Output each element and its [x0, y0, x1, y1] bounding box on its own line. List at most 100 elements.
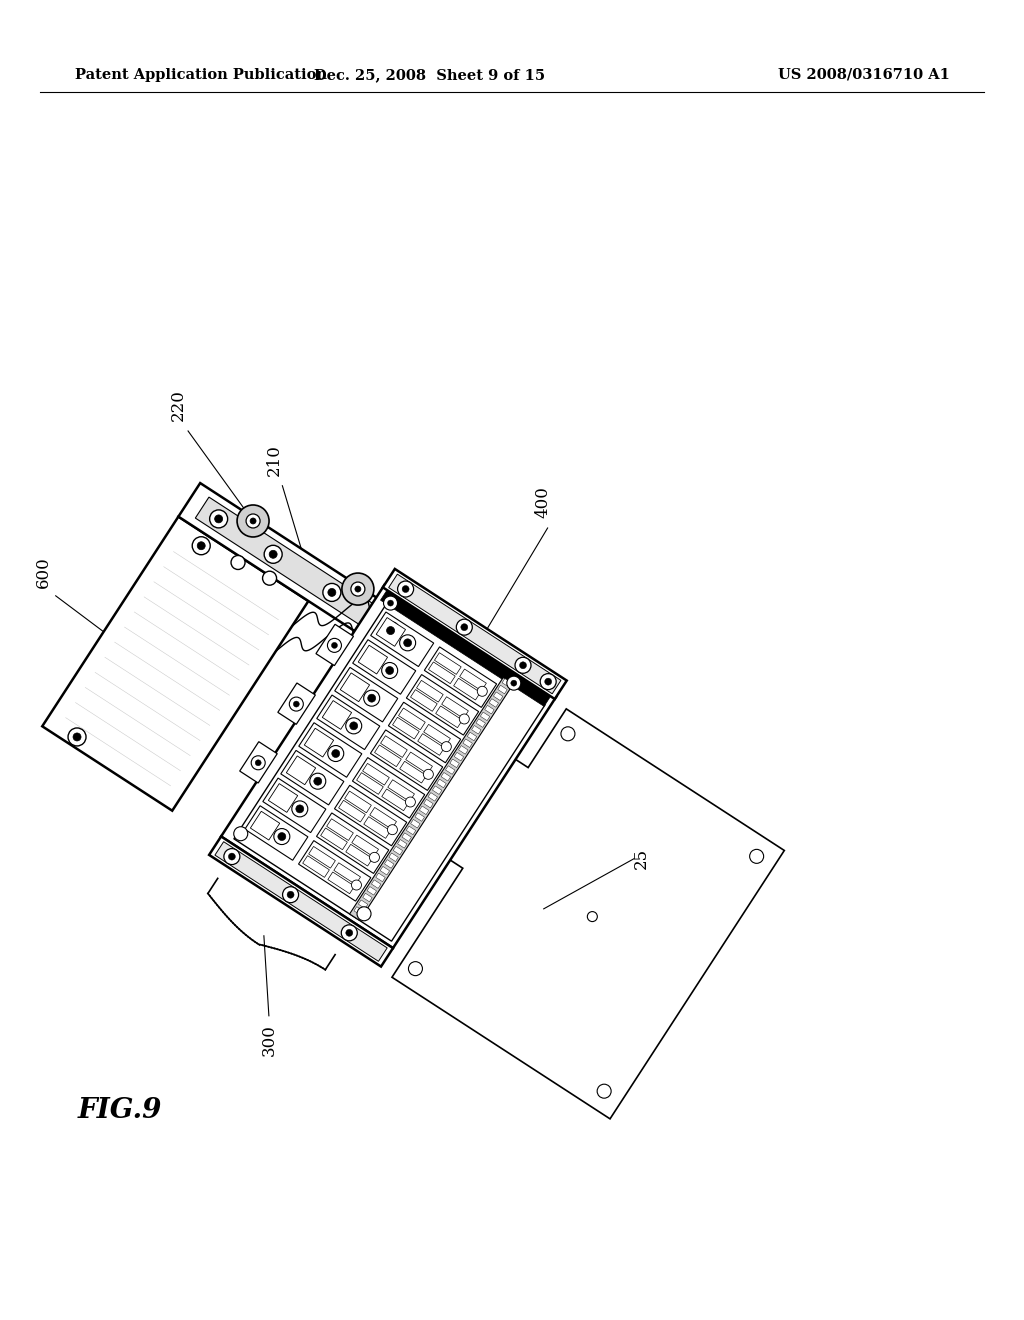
Circle shape: [382, 622, 399, 640]
Polygon shape: [494, 692, 503, 701]
Polygon shape: [221, 585, 556, 948]
Circle shape: [283, 887, 299, 903]
Circle shape: [290, 697, 303, 711]
Polygon shape: [354, 907, 364, 915]
Circle shape: [457, 619, 472, 635]
Circle shape: [386, 667, 393, 675]
Polygon shape: [376, 618, 406, 647]
Circle shape: [350, 722, 357, 730]
Text: 400: 400: [535, 486, 551, 517]
Polygon shape: [411, 820, 420, 828]
Polygon shape: [304, 729, 334, 756]
Text: Patent Application Publication: Patent Application Publication: [75, 69, 327, 82]
Polygon shape: [459, 746, 468, 754]
Polygon shape: [420, 807, 429, 814]
Polygon shape: [460, 669, 486, 690]
Polygon shape: [428, 792, 437, 801]
Polygon shape: [407, 826, 416, 834]
Polygon shape: [484, 705, 495, 714]
Polygon shape: [316, 696, 380, 750]
Circle shape: [441, 742, 452, 751]
Polygon shape: [352, 640, 416, 694]
Polygon shape: [389, 574, 561, 694]
Polygon shape: [278, 682, 315, 725]
Polygon shape: [415, 813, 424, 821]
Polygon shape: [209, 837, 393, 966]
Polygon shape: [345, 791, 372, 813]
Circle shape: [250, 517, 256, 524]
Polygon shape: [287, 756, 315, 784]
Polygon shape: [424, 800, 433, 808]
Polygon shape: [334, 863, 360, 884]
Circle shape: [228, 853, 236, 861]
Polygon shape: [335, 785, 407, 846]
Circle shape: [515, 657, 531, 673]
Polygon shape: [450, 759, 460, 768]
Polygon shape: [327, 818, 353, 841]
Polygon shape: [362, 763, 389, 785]
Polygon shape: [352, 836, 379, 857]
Circle shape: [287, 891, 294, 898]
Circle shape: [278, 833, 286, 841]
Circle shape: [328, 639, 341, 652]
Polygon shape: [303, 855, 330, 878]
Circle shape: [355, 586, 360, 593]
Circle shape: [387, 601, 393, 606]
Circle shape: [597, 1084, 611, 1098]
Circle shape: [332, 643, 338, 648]
Circle shape: [588, 912, 597, 921]
Polygon shape: [321, 828, 347, 850]
Circle shape: [387, 627, 394, 635]
Polygon shape: [372, 880, 381, 888]
Circle shape: [323, 583, 341, 602]
Polygon shape: [367, 887, 377, 895]
Polygon shape: [340, 673, 370, 702]
Circle shape: [561, 727, 574, 741]
Polygon shape: [381, 735, 408, 758]
Polygon shape: [411, 689, 437, 711]
Polygon shape: [299, 723, 361, 777]
Polygon shape: [196, 498, 419, 655]
Polygon shape: [424, 725, 451, 746]
Polygon shape: [392, 709, 784, 1119]
Text: 300: 300: [260, 1024, 278, 1056]
Polygon shape: [445, 766, 455, 775]
Polygon shape: [454, 678, 480, 700]
Polygon shape: [455, 752, 464, 760]
Polygon shape: [441, 772, 451, 781]
Circle shape: [384, 597, 397, 610]
Circle shape: [399, 635, 416, 651]
Circle shape: [215, 515, 222, 523]
Polygon shape: [480, 711, 489, 721]
Circle shape: [382, 663, 397, 678]
Circle shape: [545, 678, 552, 685]
Polygon shape: [441, 697, 468, 718]
Polygon shape: [375, 744, 401, 767]
Polygon shape: [362, 894, 372, 902]
Circle shape: [224, 849, 240, 865]
Circle shape: [255, 760, 261, 766]
Polygon shape: [339, 800, 366, 822]
Circle shape: [402, 586, 410, 593]
Circle shape: [313, 777, 322, 785]
Polygon shape: [371, 730, 442, 791]
Polygon shape: [398, 708, 425, 730]
Circle shape: [269, 550, 278, 558]
Polygon shape: [435, 706, 463, 727]
Circle shape: [397, 581, 414, 597]
Polygon shape: [178, 483, 435, 669]
Circle shape: [328, 589, 336, 597]
Circle shape: [409, 962, 423, 975]
Polygon shape: [349, 677, 513, 920]
Polygon shape: [472, 726, 481, 734]
Circle shape: [198, 541, 205, 549]
Circle shape: [507, 676, 521, 690]
Text: 600: 600: [35, 556, 52, 587]
Polygon shape: [245, 805, 308, 861]
Polygon shape: [323, 701, 351, 730]
Circle shape: [231, 556, 245, 569]
Polygon shape: [397, 840, 407, 849]
Polygon shape: [316, 624, 353, 665]
Circle shape: [273, 829, 290, 845]
Circle shape: [346, 718, 361, 734]
